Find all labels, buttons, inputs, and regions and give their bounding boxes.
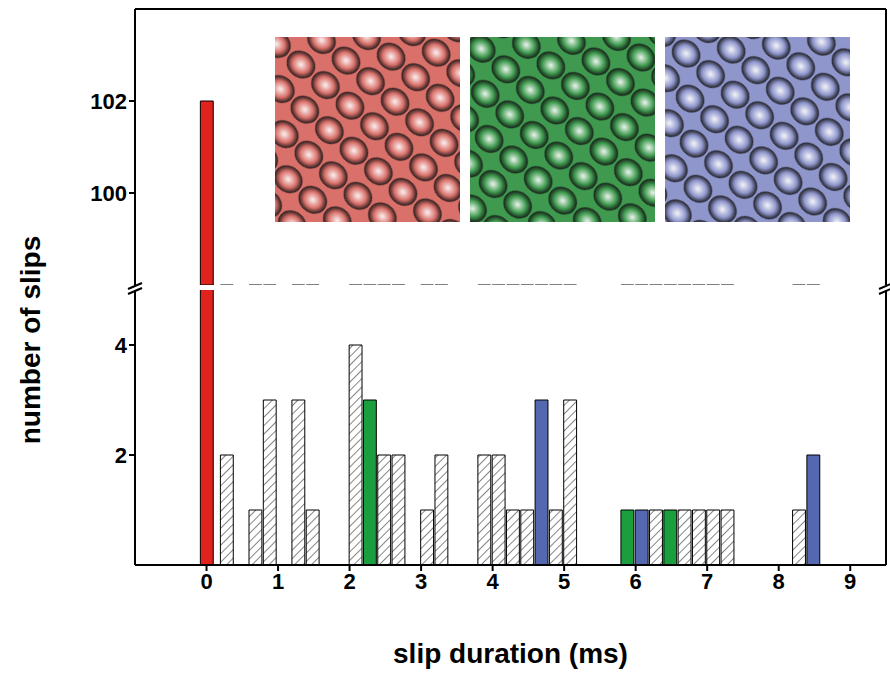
svg-text:8: 8	[773, 569, 785, 594]
svg-text:9: 9	[844, 569, 856, 594]
svg-text:slip duration (ms): slip duration (ms)	[393, 638, 628, 669]
svg-text:2: 2	[115, 443, 127, 468]
svg-text:5: 5	[558, 569, 570, 594]
svg-text:6: 6	[630, 569, 642, 594]
svg-text:1: 1	[272, 569, 284, 594]
svg-text:102: 102	[90, 89, 127, 114]
svg-text:3: 3	[415, 569, 427, 594]
svg-text:0: 0	[200, 569, 212, 594]
svg-text:2: 2	[343, 569, 355, 594]
svg-text:number of slips: number of slips	[15, 236, 46, 444]
svg-text:4: 4	[115, 333, 128, 358]
svg-text:4: 4	[486, 569, 499, 594]
svg-text:100: 100	[90, 181, 127, 206]
svg-text:7: 7	[701, 569, 713, 594]
